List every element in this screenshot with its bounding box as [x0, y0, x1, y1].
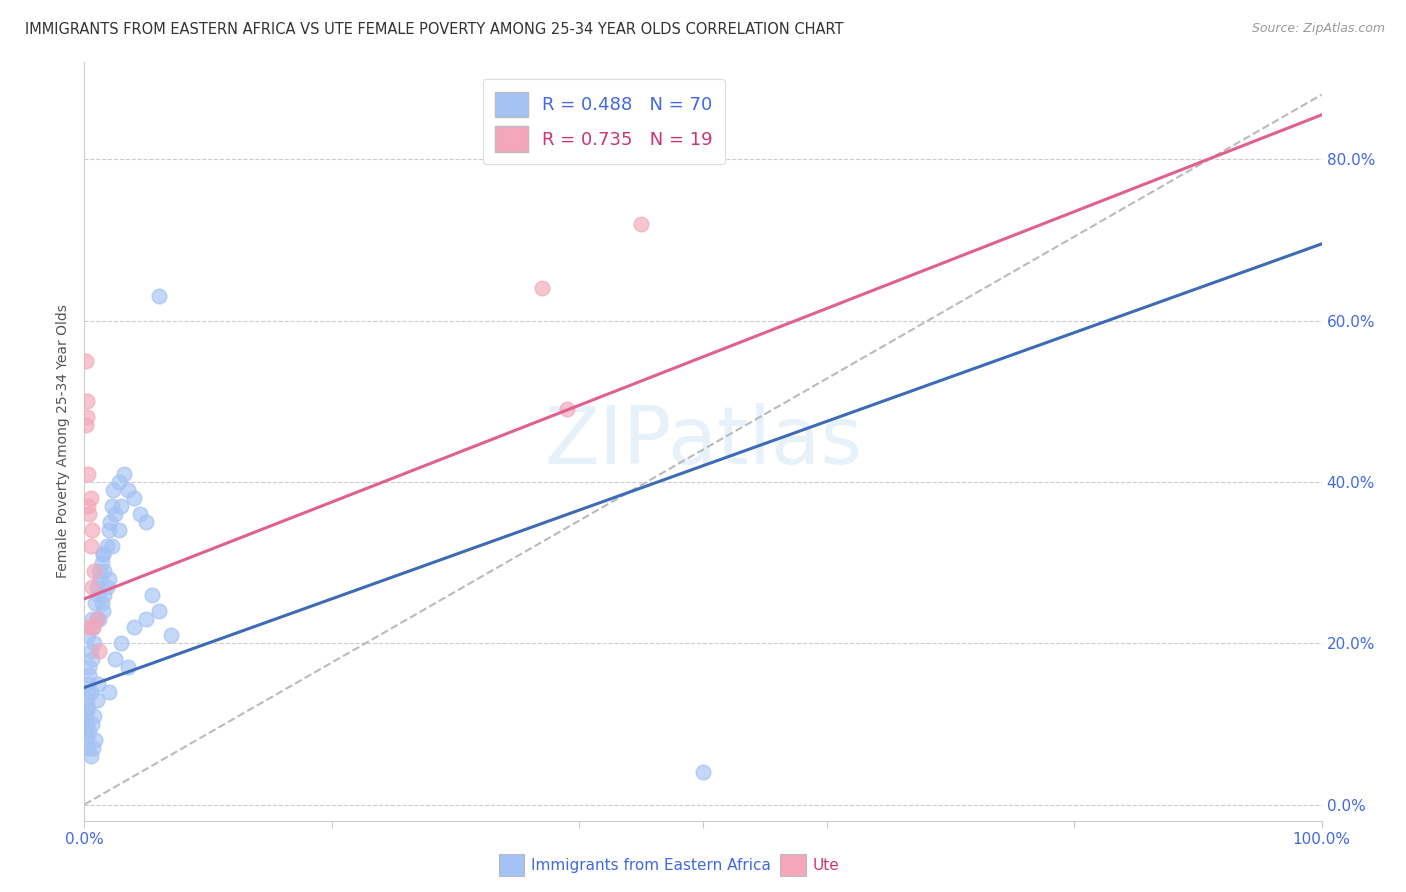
Point [82, 741, 104, 756]
Point [75, 700, 97, 714]
Point [79, 749, 101, 764]
Point [75, 716, 97, 731]
Point [87, 588, 110, 602]
Point [84, 596, 107, 610]
Point [89, 644, 111, 658]
Point [79, 540, 101, 554]
Point [101, 483, 124, 497]
Point [110, 636, 132, 650]
Point [76, 716, 98, 731]
Point [75, 418, 97, 433]
Point [84, 733, 107, 747]
Point [98, 684, 121, 698]
Point [86, 692, 108, 706]
Point [93, 564, 115, 578]
Point [89, 572, 111, 586]
Point [98, 572, 121, 586]
Point [141, 588, 163, 602]
Point [86, 612, 108, 626]
Point [117, 660, 139, 674]
Point [91, 548, 114, 562]
Point [108, 523, 131, 537]
Point [148, 604, 170, 618]
Point [79, 620, 101, 634]
Point [100, 499, 122, 513]
Point [76, 684, 98, 698]
Point [80, 612, 103, 626]
Point [76, 410, 98, 425]
Point [76, 733, 98, 747]
Point [89, 612, 111, 626]
Point [79, 725, 101, 739]
Point [80, 716, 103, 731]
Point [122, 620, 145, 634]
Point [129, 507, 152, 521]
Point [90, 596, 112, 610]
Point [100, 540, 122, 554]
Text: Ute: Ute [813, 858, 839, 872]
Point [91, 548, 114, 562]
Point [692, 765, 714, 780]
Point [122, 491, 145, 505]
Point [135, 515, 157, 529]
Point [80, 652, 103, 666]
Point [555, 402, 578, 417]
Point [77, 628, 100, 642]
Point [531, 281, 554, 295]
Text: Source: ZipAtlas.com: Source: ZipAtlas.com [1251, 22, 1385, 36]
Point [79, 644, 101, 658]
Point [96, 540, 118, 554]
Point [77, 700, 100, 714]
Text: Immigrants from Eastern Africa: Immigrants from Eastern Africa [531, 858, 772, 872]
Point [82, 620, 104, 634]
Point [75, 354, 97, 368]
Point [83, 636, 105, 650]
Point [98, 523, 121, 537]
Point [83, 564, 105, 578]
Point [79, 507, 101, 521]
Point [79, 491, 101, 505]
Point [630, 217, 652, 231]
Point [75, 708, 97, 723]
Point [89, 564, 111, 578]
Point [80, 523, 103, 537]
Point [82, 620, 104, 634]
Point [80, 580, 103, 594]
Point [91, 604, 114, 618]
Text: ZIPatlas: ZIPatlas [544, 402, 862, 481]
Point [87, 676, 110, 690]
Point [83, 708, 105, 723]
Point [117, 483, 139, 497]
Point [104, 507, 127, 521]
Point [110, 499, 132, 513]
Point [148, 289, 170, 303]
Point [135, 612, 157, 626]
Point [160, 628, 183, 642]
Point [98, 515, 121, 529]
Point [77, 741, 100, 756]
Point [77, 676, 100, 690]
Y-axis label: Female Poverty Among 25-34 Year Olds: Female Poverty Among 25-34 Year Olds [56, 304, 70, 579]
Point [86, 612, 108, 626]
Point [76, 692, 98, 706]
Point [93, 588, 115, 602]
Legend: R = 0.488   N = 70, R = 0.735   N = 19: R = 0.488 N = 70, R = 0.735 N = 19 [482, 79, 725, 164]
Point [76, 394, 98, 409]
Text: IMMIGRANTS FROM EASTERN AFRICA VS UTE FEMALE POVERTY AMONG 25-34 YEAR OLDS CORRE: IMMIGRANTS FROM EASTERN AFRICA VS UTE FE… [25, 22, 844, 37]
Point [86, 580, 108, 594]
Point [96, 580, 118, 594]
Point [79, 668, 101, 682]
Point [90, 556, 112, 570]
Point [77, 467, 100, 481]
Point [75, 725, 97, 739]
Point [112, 467, 135, 481]
Point [108, 475, 131, 489]
Point [79, 660, 101, 674]
Point [104, 652, 127, 666]
Point [77, 499, 100, 513]
Point [79, 684, 101, 698]
